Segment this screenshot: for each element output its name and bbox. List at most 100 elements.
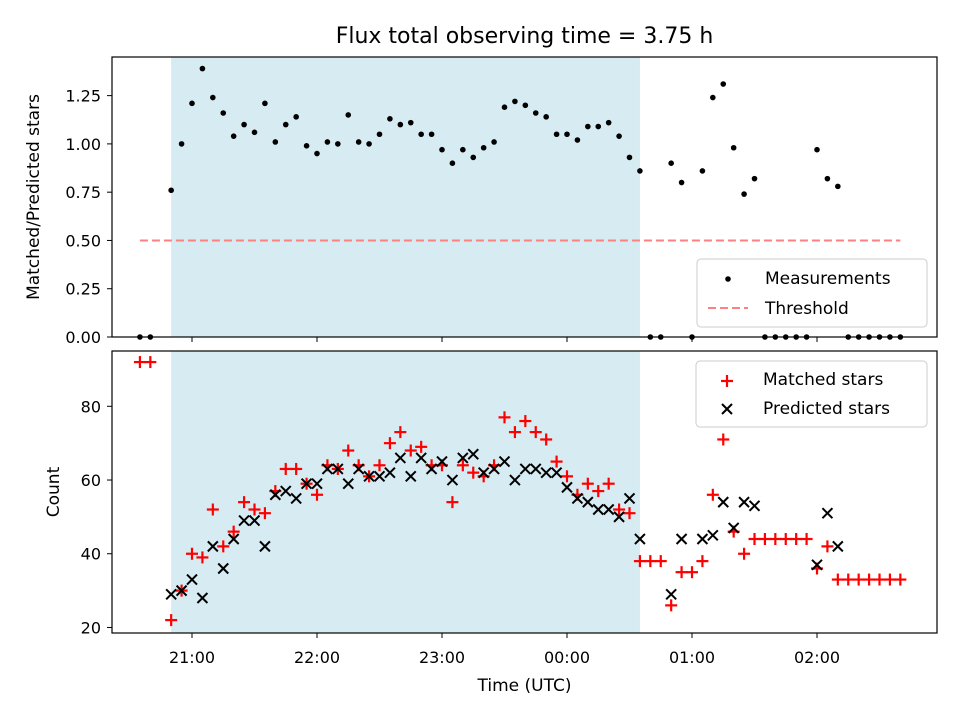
bottom-plot-area [133, 356, 907, 627]
matched-star-point [290, 462, 303, 475]
predicted-star-point [207, 540, 219, 553]
matched-star-point [686, 566, 698, 579]
legend-matched-label: Matched stars [763, 370, 883, 390]
matched-star-point [519, 415, 532, 428]
matched-star-point [633, 555, 646, 568]
matched-star-point [654, 555, 667, 568]
predicted-star-point [238, 514, 250, 527]
measurement-point [814, 146, 820, 153]
measurement-point [324, 139, 331, 145]
predicted-star-point [405, 470, 417, 483]
predicted-star-point [446, 474, 459, 486]
predicted-star-point [540, 466, 552, 479]
measurement-point [553, 131, 560, 138]
bottom-ylabel: Count [44, 466, 64, 517]
matched-star-point [738, 547, 751, 560]
top-legend-box [696, 258, 928, 328]
measurement-point [355, 139, 362, 145]
predicted-star-point [717, 496, 729, 508]
predicted-star-point [363, 470, 375, 483]
measurement-point [501, 104, 508, 111]
measurement-point [376, 131, 383, 138]
measurement-point [335, 141, 341, 147]
measurement-point [460, 146, 466, 153]
matched-star-point [446, 496, 459, 509]
matched-star-point [217, 540, 230, 553]
measurement-point [751, 175, 758, 182]
measurement-point [168, 187, 174, 194]
matched-star-point [196, 551, 209, 564]
predicted-star-point [571, 492, 584, 505]
predicted-star-point [259, 540, 271, 553]
matched-star-point [404, 444, 417, 457]
measurement-point [668, 160, 674, 167]
legend-measurements-marker [725, 276, 731, 282]
matched-star-point [769, 533, 782, 545]
matched-star-point [227, 525, 240, 538]
top-legend: Measurements Threshold [696, 258, 928, 328]
predicted-star-point [498, 455, 511, 468]
predicted-star-point [811, 559, 823, 571]
measurement-point [491, 139, 497, 145]
measurement-point [407, 119, 414, 126]
measurement-point [637, 168, 643, 174]
top-axes-frame [111, 56, 938, 338]
predicted-star-point [582, 496, 594, 508]
matched-star-point [186, 547, 198, 560]
measurement-point [314, 150, 320, 157]
measurement-point [595, 123, 602, 130]
matched-star-point [394, 426, 407, 439]
measurement-point [449, 160, 456, 167]
predicted-star-point [467, 448, 479, 460]
matched-star-point [206, 503, 219, 516]
predicted-star-point [561, 481, 573, 494]
chart-title: Flux total observing time = 3.75 h [336, 24, 714, 49]
matched-star-point [540, 433, 553, 446]
measurement-point [741, 191, 747, 197]
matched-star-point [383, 437, 396, 450]
measurement-point [293, 114, 299, 120]
matched-star-point [373, 459, 386, 472]
predicted-star-point [217, 562, 229, 575]
measurement-point [220, 110, 227, 116]
predicted-star-point [436, 455, 448, 468]
measurement-point [345, 112, 352, 118]
matched-star-point [779, 533, 792, 545]
measurement-point [439, 146, 445, 153]
y-tick-label: 80 [81, 397, 101, 416]
matched-star-point [790, 533, 803, 545]
matched-star-point [623, 507, 636, 520]
measurement-point [262, 100, 268, 107]
measurement-point [616, 133, 622, 139]
legend-measurements-label: Measurements [765, 269, 891, 289]
predicted-star-point [665, 588, 677, 601]
matched-star-point [258, 507, 271, 520]
y-tick-label: 0.25 [65, 280, 101, 299]
matched-star-point [561, 470, 573, 483]
matched-star-point [602, 477, 615, 490]
legend-predicted-label: Predicted stars [763, 399, 890, 419]
matched-star-point [592, 485, 605, 498]
predicted-star-point [748, 500, 761, 512]
top-shaded-interval [171, 57, 640, 337]
measurement-point [564, 131, 570, 138]
predicted-star-point [352, 463, 365, 475]
matched-star-point [144, 356, 157, 369]
measurement-point [178, 141, 185, 147]
measurement-point [189, 100, 195, 107]
measurement-point [699, 168, 706, 174]
measurement-point [418, 131, 424, 138]
matched-star-point [644, 555, 657, 568]
y-tick-label: 20 [81, 618, 101, 637]
matched-star-point [717, 433, 730, 446]
predicted-star-point [165, 588, 177, 601]
x-axis-label: Time (UTC) [477, 676, 572, 696]
measurement-point [480, 144, 487, 151]
matched-star-point [852, 573, 865, 586]
measurement-point [387, 115, 393, 122]
matched-star-point [508, 426, 521, 439]
matched-star-point [675, 566, 688, 579]
measurement-point [199, 65, 206, 72]
predicted-star-point [290, 492, 302, 505]
